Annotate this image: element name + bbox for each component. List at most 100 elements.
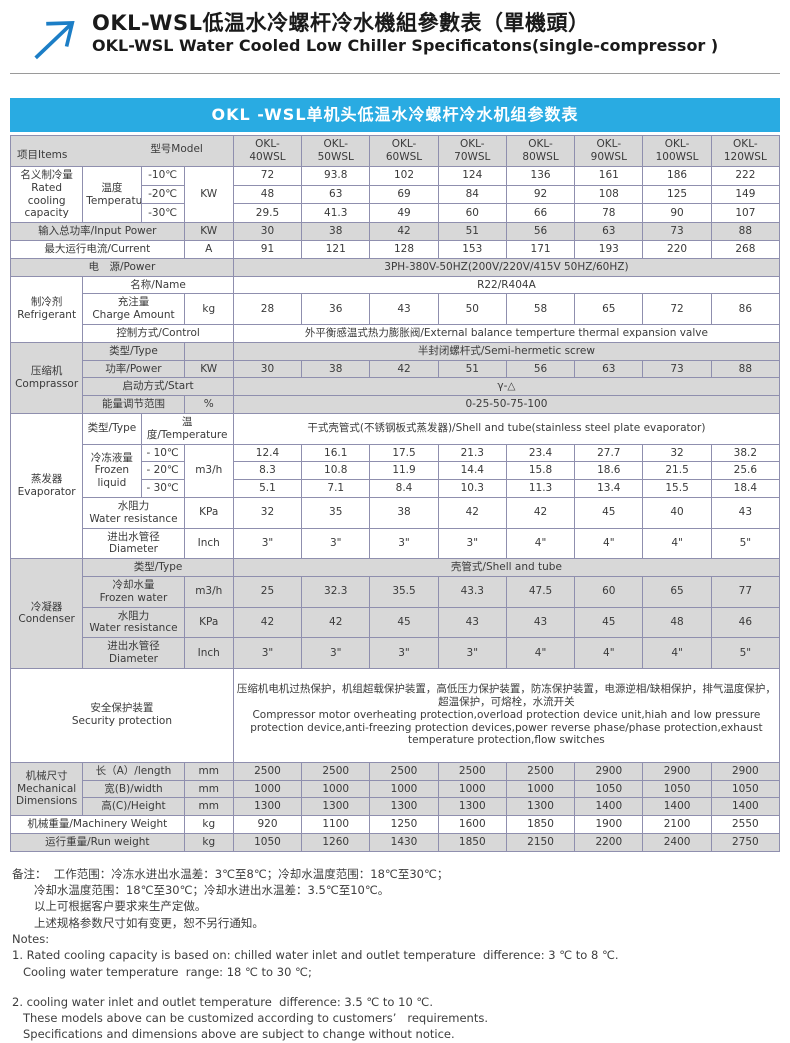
table-cell: 84: [437, 184, 507, 205]
table-cell: 10.3: [437, 479, 507, 498]
table-cell: 40: [642, 496, 712, 529]
table-cell: 65: [574, 293, 644, 325]
table-cell: 28: [232, 293, 303, 325]
arrow-up-right-icon: [34, 21, 75, 60]
table-cell: 3": [301, 637, 371, 669]
table-row: 水阻力 Water resistance KPa 32 35 38 42 42 45 40 43: [11, 496, 781, 529]
table-cell: 1300: [369, 797, 439, 817]
table-row: 机械重量/Machinery Weight kg 920 1100 1250 1600 18…: [10, 815, 781, 834]
unit-cell: KW: [183, 359, 234, 379]
table-cell: 1250: [369, 815, 439, 834]
table-cell: 63: [574, 359, 644, 379]
unit-cell: %: [183, 395, 234, 414]
section-security-protection: 安全保护装置 Security protection: [10, 667, 234, 763]
table-cell: 干式壳管式(不锈钢板式蒸发器)/Shell and tube(stainless…: [232, 412, 781, 445]
notes: 备注： 工作范围：冷冻水进出水温差：3℃至8℃；冷却水温度范围：18℃至30℃；…: [12, 866, 780, 1043]
page-title-en: OKL-WSL Water Cooled Low Chiller Specifi…: [92, 36, 719, 56]
table-cell: 高(C)/Height: [82, 797, 185, 817]
table-cell: R22/R404A: [232, 275, 781, 295]
table-cell: 1260: [301, 832, 371, 852]
table-cell: 60: [574, 575, 644, 608]
table-row: 运行重量/Run weight kg 1050 1260 1430 1850 2150 220…: [10, 832, 781, 852]
table-cell: 名称/Name: [82, 275, 234, 295]
row-machinery-weight: 机械重量/Machinery Weight: [10, 815, 185, 834]
table-cell: -30℃: [140, 203, 185, 224]
table-cell: 38: [369, 496, 439, 529]
table-cell: 78: [574, 203, 644, 224]
page-title-zh: OKL-WSL低温水冷螺杆冷水機組參數表（單機頭）: [92, 11, 590, 35]
table-cell: 外平衡感温式热力膨胀阀/External balance temperture …: [232, 323, 781, 343]
page-titles: OKL-WSL低温水冷螺杆冷水機組參數表（單機頭） OKL-WSL Water …: [92, 10, 718, 55]
table-cell: 温度/Temperature: [140, 412, 234, 445]
table-cell: 161: [574, 166, 644, 186]
table-cell: 268: [710, 239, 781, 259]
note-line: 备注： 工作范围：冷冻水进出水温差：3℃至8℃；冷却水温度范围：18℃至30℃；: [12, 866, 449, 881]
unit-cell: m3/h: [183, 443, 234, 498]
table-cell: 3": [232, 527, 303, 560]
unit-cell: Inch: [183, 637, 234, 669]
unit-cell: KW: [183, 222, 234, 241]
table-row: 能量调节范围% 0-25-50-75-100: [11, 395, 781, 414]
table-row: 启动方式/Start γ-△: [11, 377, 781, 397]
table-cell: 171: [505, 239, 576, 259]
table-cell: 4": [505, 637, 576, 669]
table-cell: 2900: [710, 761, 781, 781]
table-cell: 65: [642, 575, 712, 608]
model-okl-50wsl: OKL- 50WSL: [301, 135, 371, 167]
table-cell: 18.6: [574, 461, 644, 481]
note-line: These models above can be customized acc…: [12, 1011, 488, 1026]
table-cell: 2500: [505, 761, 576, 781]
table-cell: 66: [505, 203, 576, 224]
note-line: 1. Rated cooling capacity is based on: c…: [12, 948, 619, 963]
table-cell: 186: [642, 166, 712, 186]
table-cell: 宽(B)/width: [82, 779, 185, 799]
table-cell: [183, 341, 234, 361]
table-cell: 3": [369, 637, 439, 669]
table-cell: 72: [232, 166, 303, 186]
table-cell: 1050: [710, 779, 781, 799]
table-cell: 2500: [437, 761, 507, 781]
table-row: 水阻力 Water resistance KPa 42 42 45 43 43 45 48 46: [11, 606, 781, 639]
table-row: - 20℃ 8.3 10.8 11.9 14.4 15.8 18.6 21.5 25.6: [11, 461, 781, 481]
table-cell: 1850: [437, 832, 507, 852]
table-cell: 32: [232, 496, 303, 529]
table-cell: 86: [710, 293, 781, 325]
table-cell: 30: [232, 222, 303, 241]
table-cell: γ-△: [232, 377, 781, 397]
table-cell: 类型/Type: [82, 341, 185, 361]
table-cell: 8.3: [232, 461, 303, 481]
model-okl-80wsl: OKL- 80WSL: [505, 135, 576, 167]
table-cell: 128: [369, 239, 439, 259]
model-okl-40wsl: OKL- 40WSL: [232, 135, 303, 167]
table-cell: 69: [369, 184, 439, 205]
table-cell: 类型/Type: [82, 412, 142, 445]
table-row: 控制方式/Control 外平衡感温式热力膨胀阀/External balance…: [11, 323, 781, 343]
model-okl-70wsl: OKL- 70WSL: [437, 135, 507, 167]
table-cell: 压缩机电机过热保护，机组超载保护装置，高低压力保护装置，防冻保护装置，电源逆相/…: [232, 667, 781, 763]
table-cell: 193: [574, 239, 644, 259]
table-row: 输入总功率/Input Power KW 30 38 42 51 56 63 73 88: [10, 222, 781, 241]
table-cell: 1000: [437, 779, 507, 799]
table-cell: 107: [710, 203, 781, 224]
table-row: 冷凝器 Condenser 类型/Type 壳管式/Shell and tube: [9, 558, 781, 669]
note-line: Notes:: [12, 932, 50, 946]
model-okl-100wsl: OKL- 100WSL: [642, 135, 712, 167]
corner-items-model: 项目Items 型号Model: [10, 135, 234, 167]
table-cell: 1900: [574, 815, 644, 834]
table-cell: 1300: [301, 797, 371, 817]
table-cell: - 20℃: [140, 461, 185, 481]
table-cell: 63: [574, 222, 644, 241]
table-cell: 14.4: [437, 461, 507, 481]
table-cell: 45: [574, 606, 644, 639]
table-row: 宽(B)/width mm 1000 1000 1000 1000 1000 1050 1050…: [11, 779, 781, 799]
label-temperature: 温度Temperature: [82, 165, 142, 224]
table-cell: 进出水管径 Diameter: [82, 527, 185, 560]
table-cell: 51: [437, 359, 507, 379]
table-cell: 125: [642, 184, 712, 205]
table-cell: 2400: [642, 832, 712, 852]
table-cell: 1400: [642, 797, 712, 817]
table-cell: 3": [369, 527, 439, 560]
table-cell: 102: [369, 166, 439, 186]
table-cell: 1430: [369, 832, 439, 852]
